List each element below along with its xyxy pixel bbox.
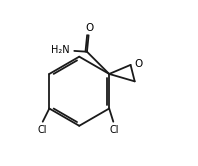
Text: O: O xyxy=(135,59,143,69)
Text: Cl: Cl xyxy=(109,125,119,135)
Text: H₂N: H₂N xyxy=(51,45,70,55)
Text: Cl: Cl xyxy=(37,125,47,135)
Text: O: O xyxy=(85,23,94,33)
